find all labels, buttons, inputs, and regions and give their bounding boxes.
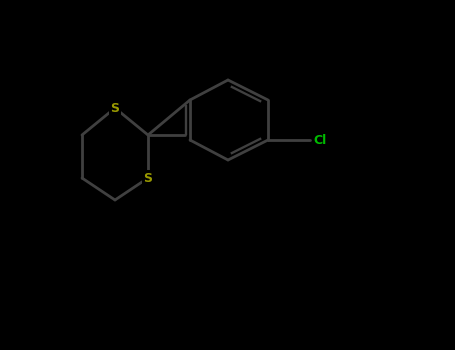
Text: S: S bbox=[111, 102, 120, 114]
Text: S: S bbox=[143, 172, 152, 184]
Text: Cl: Cl bbox=[313, 133, 326, 147]
